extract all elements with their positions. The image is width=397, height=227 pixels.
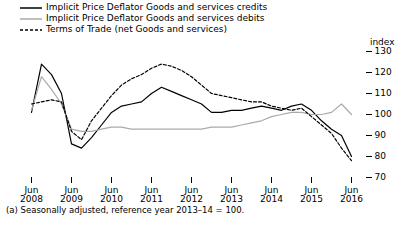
svg-text:130: 130 (375, 46, 392, 56)
svg-text:Jun2016: Jun2016 (340, 185, 363, 204)
html-text:Implicit Price Deflator Goods: Implicit Price Deflator Goods and servic… (46, 2, 268, 12)
html-text:Implicit Price Deflator Goods: Implicit Price Deflator Goods and servic… (46, 13, 265, 23)
html-text:Terms of Trade (net Goods and: Terms of Trade (net Goods and services) (46, 24, 227, 34)
svg-text:80: 80 (375, 151, 387, 161)
svg-text:90: 90 (375, 130, 387, 140)
svg-text:110: 110 (375, 88, 392, 98)
svg-text:Jun2011: Jun2011 (140, 185, 163, 204)
svg-text:Jun2013: Jun2013 (220, 185, 243, 204)
svg-text:Jun2014: Jun2014 (260, 185, 283, 204)
svg-text:Jun2015: Jun2015 (300, 185, 323, 204)
svg-text:100: 100 (375, 109, 392, 119)
svg-text:index: index (370, 37, 395, 47)
svg-text:70: 70 (375, 172, 387, 182)
html-text:(a) Seasonally adjusted, refer: (a) Seasonally adjusted, reference year … (6, 205, 245, 215)
svg-text:120: 120 (375, 67, 392, 77)
svg-text:Jun2012: Jun2012 (180, 185, 203, 204)
svg-text:Jun2010: Jun2010 (100, 185, 123, 204)
svg-text:Jun2008: Jun2008 (20, 185, 43, 204)
svg-text:Jun2009: Jun2009 (60, 185, 83, 204)
